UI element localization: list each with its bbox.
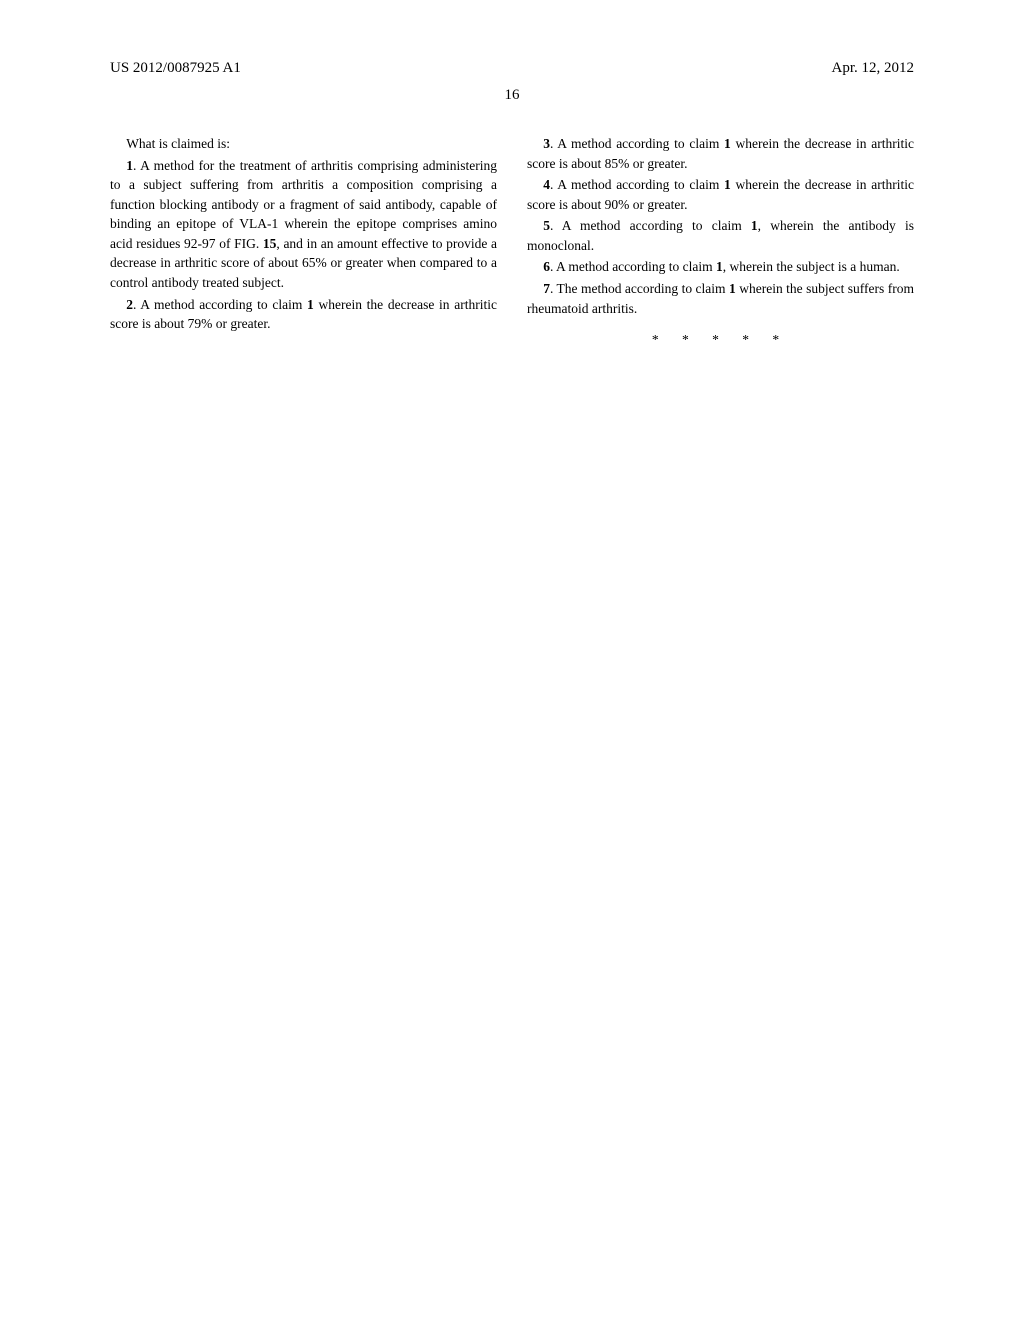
claim-num: 6	[543, 259, 550, 274]
fig-ref: 15	[263, 236, 277, 251]
claim-1: 1. A method for the treatment of arthrit…	[110, 156, 497, 293]
claim-ref: 1	[724, 177, 731, 192]
claim-7: 7. The method according to claim 1 where…	[527, 279, 914, 318]
claim-text: . The method according to claim	[550, 281, 729, 296]
claim-ref: 1	[716, 259, 723, 274]
claim-ref: 1	[307, 297, 314, 312]
claim-4: 4. A method according to claim 1 wherein…	[527, 175, 914, 214]
end-of-claims-marks: * * * * *	[527, 330, 914, 350]
claim-text: . A method according to claim	[550, 259, 716, 274]
claim-ref: 1	[729, 281, 736, 296]
claim-text: . A method according to claim	[550, 177, 724, 192]
claim-2: 2. A method according to claim 1 wherein…	[110, 295, 497, 334]
page-number: 16	[110, 87, 914, 104]
claim-num: 7	[543, 281, 550, 296]
right-column: 3. A method according to claim 1 wherein…	[527, 134, 914, 350]
publication-id: US 2012/0087925 A1	[110, 60, 241, 77]
claim-text: . A method according to claim	[550, 218, 751, 233]
claim-num: 1	[126, 158, 133, 173]
claims-intro: What is claimed is:	[110, 134, 497, 154]
claim-ref: 1	[751, 218, 758, 233]
claim-text: , wherein the subject is a human.	[723, 259, 900, 274]
claims-body: What is claimed is: 1. A method for the …	[110, 134, 914, 350]
claim-text: . A method according to claim	[550, 136, 724, 151]
claim-text: . A method according to claim	[133, 297, 307, 312]
claim-num: 5	[543, 218, 550, 233]
claim-5: 5. A method according to claim 1, wherei…	[527, 216, 914, 255]
left-column: What is claimed is: 1. A method for the …	[110, 134, 497, 350]
claim-num: 2	[126, 297, 133, 312]
claim-6: 6. A method according to claim 1, wherei…	[527, 257, 914, 277]
claim-num: 4	[543, 177, 550, 192]
claim-3: 3. A method according to claim 1 wherein…	[527, 134, 914, 173]
page-header: US 2012/0087925 A1 Apr. 12, 2012	[110, 60, 914, 77]
claim-ref: 1	[724, 136, 731, 151]
claim-num: 3	[543, 136, 550, 151]
publication-date: Apr. 12, 2012	[832, 60, 915, 77]
